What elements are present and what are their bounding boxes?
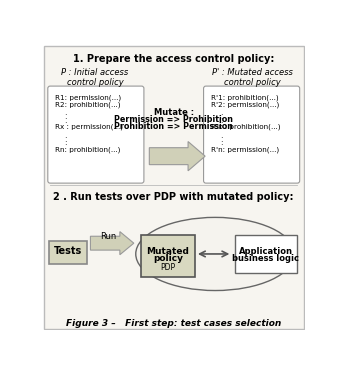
Text: .: . xyxy=(64,108,67,118)
Text: .: . xyxy=(64,116,67,125)
Text: policy: policy xyxy=(153,254,183,263)
Text: Rx : permission(...): Rx : permission(...) xyxy=(55,124,123,130)
Text: PDP: PDP xyxy=(160,263,176,272)
Text: Application: Application xyxy=(239,247,293,256)
Text: .: . xyxy=(220,138,222,147)
Text: .: . xyxy=(220,108,222,118)
Ellipse shape xyxy=(136,217,295,290)
Text: .: . xyxy=(64,112,67,121)
FancyBboxPatch shape xyxy=(235,235,297,273)
Text: R'1: prohibition(...): R'1: prohibition(...) xyxy=(211,95,278,101)
Text: 1. Prepare the access control policy:: 1. Prepare the access control policy: xyxy=(73,54,275,64)
Text: R2: prohibition(...): R2: prohibition(...) xyxy=(55,102,120,108)
Text: .: . xyxy=(220,131,222,140)
Text: P : Initial access
control policy: P : Initial access control policy xyxy=(61,68,129,87)
FancyBboxPatch shape xyxy=(141,235,195,277)
Text: Figure 3 –   First step: test cases selection: Figure 3 – First step: test cases select… xyxy=(66,319,281,328)
Text: .: . xyxy=(64,138,67,147)
FancyBboxPatch shape xyxy=(44,46,303,329)
Text: .: . xyxy=(64,135,67,144)
Text: Tests: Tests xyxy=(54,246,82,256)
Text: .: . xyxy=(220,116,222,125)
Polygon shape xyxy=(149,142,205,171)
Text: P' : Mutated access
control policy: P' : Mutated access control policy xyxy=(212,68,293,87)
Text: 2 . Run tests over PDP with mutated policy:: 2 . Run tests over PDP with mutated poli… xyxy=(54,192,294,202)
Text: R'n: permission(...): R'n: permission(...) xyxy=(211,147,279,154)
Text: Rn: prohibition(...): Rn: prohibition(...) xyxy=(55,147,120,154)
Text: business logic: business logic xyxy=(232,254,299,263)
Text: Permission => Prohibition: Permission => Prohibition xyxy=(114,115,233,124)
Text: R'2: permission(...): R'2: permission(...) xyxy=(211,102,279,108)
Polygon shape xyxy=(91,232,134,255)
Text: .: . xyxy=(220,112,222,121)
Text: .: . xyxy=(64,131,67,140)
FancyBboxPatch shape xyxy=(48,86,144,183)
Text: Mutate :: Mutate : xyxy=(154,108,194,116)
Text: .: . xyxy=(220,135,222,144)
Text: Run: Run xyxy=(100,232,116,241)
FancyBboxPatch shape xyxy=(204,86,300,183)
Text: R1: permission(...): R1: permission(...) xyxy=(55,95,121,101)
Text: R'x : prohibition(...): R'x : prohibition(...) xyxy=(211,124,280,130)
Text: Prohibition => Permission: Prohibition => Permission xyxy=(114,122,233,131)
FancyBboxPatch shape xyxy=(48,241,87,264)
Text: Mutated: Mutated xyxy=(146,247,190,256)
